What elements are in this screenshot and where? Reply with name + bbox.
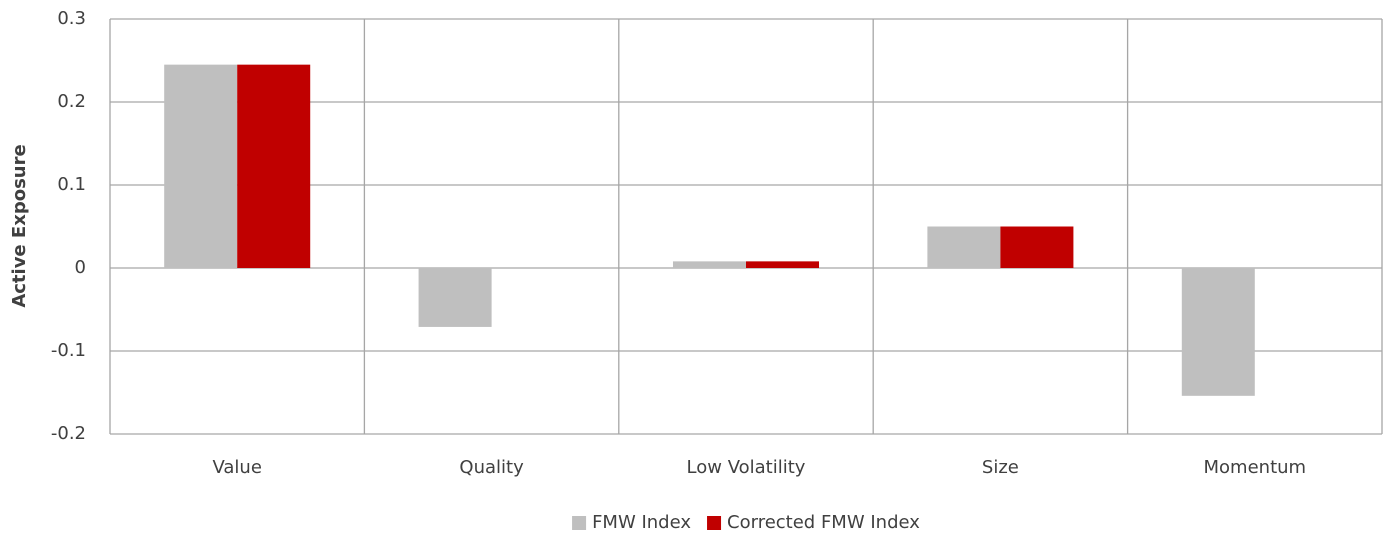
legend-swatch <box>572 516 587 530</box>
bar <box>1000 226 1074 268</box>
x-tick-label: Value <box>212 457 261 478</box>
x-tick-label: Size <box>982 457 1019 478</box>
y-axis-label: Active Exposure <box>9 144 30 307</box>
bar <box>746 261 820 268</box>
bar <box>418 268 492 327</box>
x-tick-label: Low Volatility <box>687 457 806 478</box>
legend-label: Corrected FMW Index <box>727 512 920 533</box>
bar <box>1181 268 1255 396</box>
y-tick-label: 0 <box>75 257 86 278</box>
y-tick-label: 0.2 <box>57 91 86 112</box>
y-tick-label: 0.3 <box>57 8 86 29</box>
bar <box>164 64 238 269</box>
x-tick-label: Momentum <box>1204 457 1307 478</box>
bar <box>927 226 1001 268</box>
y-tick-label: -0.2 <box>51 423 86 444</box>
y-tick-label: -0.1 <box>51 340 86 361</box>
bar <box>237 64 311 269</box>
y-tick-label: 0.1 <box>57 174 86 195</box>
legend-label: FMW Index <box>592 512 691 533</box>
bar <box>672 261 746 268</box>
x-tick-label: Quality <box>459 457 524 478</box>
legend-swatch <box>707 516 722 530</box>
